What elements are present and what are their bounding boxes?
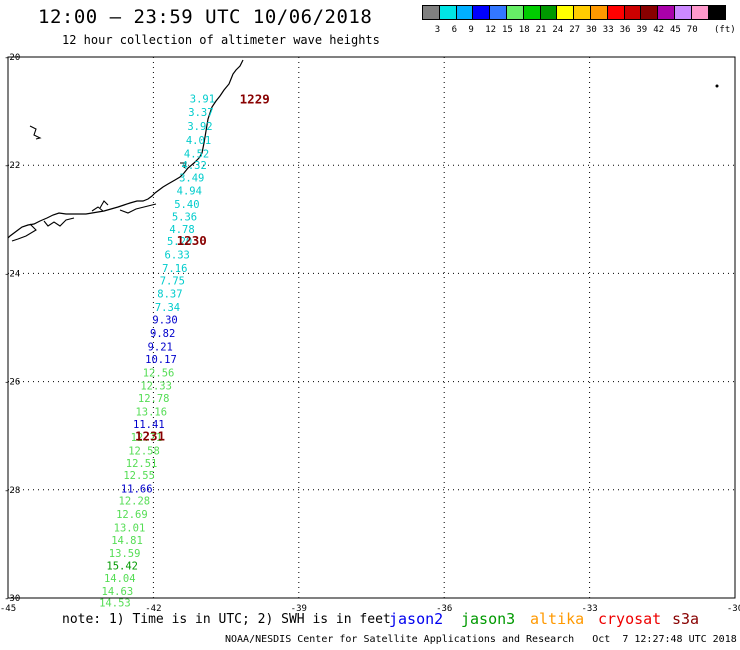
legend-label: 24: [552, 25, 564, 35]
swh-value: 12.51: [126, 458, 158, 470]
legend-label: 18: [518, 25, 530, 35]
swh-value: 12.56: [143, 367, 175, 379]
swh-value: 3.92: [187, 121, 212, 133]
swh-value: 14.81: [111, 535, 143, 547]
satellite-label: jason2: [389, 610, 444, 628]
longitude-tick-label: -42: [145, 604, 161, 614]
swh-value: 10.17: [145, 354, 177, 366]
swh-value: 12.71: [131, 432, 163, 444]
legend-label: 70: [686, 25, 698, 35]
swh-value: 13.59: [109, 548, 141, 560]
latitude-tick-label: -24: [4, 269, 20, 279]
satellite-label: s3a: [672, 610, 700, 628]
island: [29, 125, 42, 140]
swh-value: 13.01: [114, 523, 146, 535]
longitude-tick-label: -45: [0, 604, 16, 614]
legend-label: 9: [468, 25, 474, 35]
satellite-label: jason3: [461, 610, 516, 628]
legend-label: 45: [670, 25, 681, 35]
swh-value: 5.20: [167, 236, 192, 248]
swh-value: 12.58: [128, 445, 160, 457]
swh-value: 7.34: [155, 302, 180, 314]
swh-value: 3.37: [188, 107, 213, 119]
swh-value: 3.49: [179, 173, 204, 185]
swh-value: 12.28: [119, 496, 151, 508]
footer-note: note: 1) Time is in UTC; 2) SWH is in fe…: [62, 612, 391, 627]
island: [91, 206, 104, 212]
map-grid: -45 -42 -39 -36 -33 -30 -20 -22 -24 -26 -28 -30: [0, 53, 740, 614]
swh-value: 11.66: [121, 484, 153, 496]
legend-label: 21: [535, 25, 547, 35]
swh-value: 12.33: [140, 380, 172, 392]
swh-value: 4.52: [184, 148, 209, 160]
pass-time-labels: 1229 1230 1231: [135, 92, 270, 444]
latitude-tick-label: -26: [4, 378, 20, 388]
offshore-island-marker: [715, 84, 719, 88]
page-subtitle: 12 hour collection of altimeter wave hei…: [62, 33, 380, 47]
swh-observations: 3.913.37 3.92 4.014.524.323.494.945.405.36…: [99, 94, 215, 610]
legend-label: 33: [602, 25, 614, 35]
credit-line: NOAA/NESDIS Center for Satellite Applica…: [225, 634, 737, 645]
island: [180, 162, 187, 169]
brazil-coastline: [7, 59, 244, 239]
legend-label: 42: [653, 25, 665, 35]
latitude-tick-label: -22: [4, 161, 20, 171]
legend-label: 3: [434, 25, 441, 35]
swh-value: 4.01: [186, 135, 211, 147]
pass-time-label: 1229: [240, 92, 270, 107]
coastline-inlet: [11, 200, 157, 242]
swh-value: 12.69: [116, 509, 148, 521]
legend-swatch: [707, 5, 726, 20]
legend-label: 30: [586, 25, 597, 35]
legend-label: 15: [502, 25, 513, 35]
swh-value: 4.94: [177, 186, 202, 198]
pass-time-label: 1230: [177, 233, 207, 248]
swh-value: 12.78: [138, 393, 170, 405]
swh-value: 12.55: [123, 470, 155, 482]
latitude-tick-label: -20: [4, 53, 20, 63]
latitude-tick-label: -28: [4, 486, 20, 496]
latitude-tick-label: -30: [4, 594, 20, 604]
pass-time-label: 1231: [135, 429, 165, 444]
legend-unit-label: (ft): [714, 25, 736, 35]
legend-label: 27: [569, 25, 581, 35]
legend-label: 36: [619, 25, 631, 35]
coastline: [7, 59, 719, 242]
swh-value: 4.32: [182, 160, 207, 172]
swh-value: 3.91: [190, 94, 215, 106]
swh-value: 14.04: [104, 573, 136, 585]
satellite-label: altika: [530, 610, 585, 628]
longitude-tick-label: -33: [581, 604, 597, 614]
swh-value: 11.41: [133, 419, 165, 431]
legend-label: 6: [451, 25, 458, 35]
swh-value: 15.42: [106, 561, 138, 573]
swh-value: 9.82: [150, 328, 175, 340]
longitude-tick-label: -39: [291, 604, 307, 614]
swh-value: 5.36: [172, 212, 197, 224]
longitude-tick-label: -30: [727, 604, 740, 614]
legend-label: 39: [636, 25, 648, 35]
swh-value: 9.30: [152, 314, 177, 326]
swh-value: 5.40: [174, 199, 199, 211]
swh-value: 7.75: [160, 275, 185, 287]
swh-value: 9.21: [148, 341, 173, 353]
swh-value: 14.53: [99, 597, 131, 609]
swh-value: 7.16: [162, 263, 187, 275]
legend-label: 12: [485, 25, 497, 35]
swh-value: 13.16: [135, 406, 167, 418]
longitude-tick-label: -36: [436, 604, 452, 614]
page-title: 12:00 — 23:59 UTC 10/06/2018: [38, 6, 373, 28]
swh-value: 4.78: [169, 224, 194, 236]
swh-value: 6.33: [165, 249, 190, 261]
swh-value: 14.63: [102, 586, 134, 598]
satellite-label: cryosat: [598, 610, 662, 628]
swh-value: 8.37: [157, 288, 182, 300]
